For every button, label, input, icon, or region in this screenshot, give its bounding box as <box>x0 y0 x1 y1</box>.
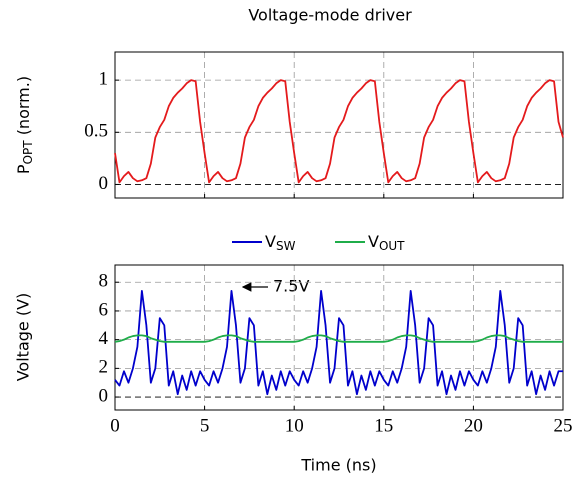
legend-label: VOUT <box>368 232 405 253</box>
series-line <box>114 334 563 343</box>
y-tick-label: 6 <box>99 299 109 320</box>
x-axis-label: Time (ns) <box>300 456 376 475</box>
x-tick-label: 5 <box>200 415 210 436</box>
chart-title: Voltage-mode driver <box>248 6 412 25</box>
series-line <box>114 289 563 396</box>
legend-subscript: OUT <box>379 239 405 253</box>
x-tick-label: 15 <box>374 415 393 436</box>
y-tick-label: 8 <box>99 271 109 292</box>
y-axis-label: POPT (norm.) <box>14 76 35 174</box>
series-line <box>114 79 564 184</box>
legend-name: V <box>265 232 276 251</box>
annotation: 7.5V <box>273 277 309 296</box>
y-tick-label: 4 <box>99 328 109 349</box>
plot-frame <box>114 51 564 199</box>
legend-label: VSW <box>265 232 296 253</box>
y-axis-label: Voltage (V) <box>14 293 33 382</box>
y-tick-label: 1 <box>99 69 109 90</box>
legend-name: V <box>368 232 379 251</box>
x-tick-label: 10 <box>285 415 304 436</box>
x-tick-label: 25 <box>554 415 573 436</box>
x-tick-label: 0 <box>110 415 120 436</box>
y-label-rest: (norm.) <box>14 76 33 140</box>
y-label-main: P <box>14 164 33 174</box>
x-tick-label: 20 <box>464 415 483 436</box>
legend-subscript: SW <box>276 239 296 253</box>
y-tick-label: 0 <box>99 385 109 406</box>
y-label-sub: OPT <box>21 140 35 165</box>
y-tick-label: 2 <box>99 357 109 378</box>
y-tick-label: 0 <box>99 173 109 194</box>
plot-frame <box>114 264 564 411</box>
y-tick-label: 0.5 <box>84 121 108 142</box>
